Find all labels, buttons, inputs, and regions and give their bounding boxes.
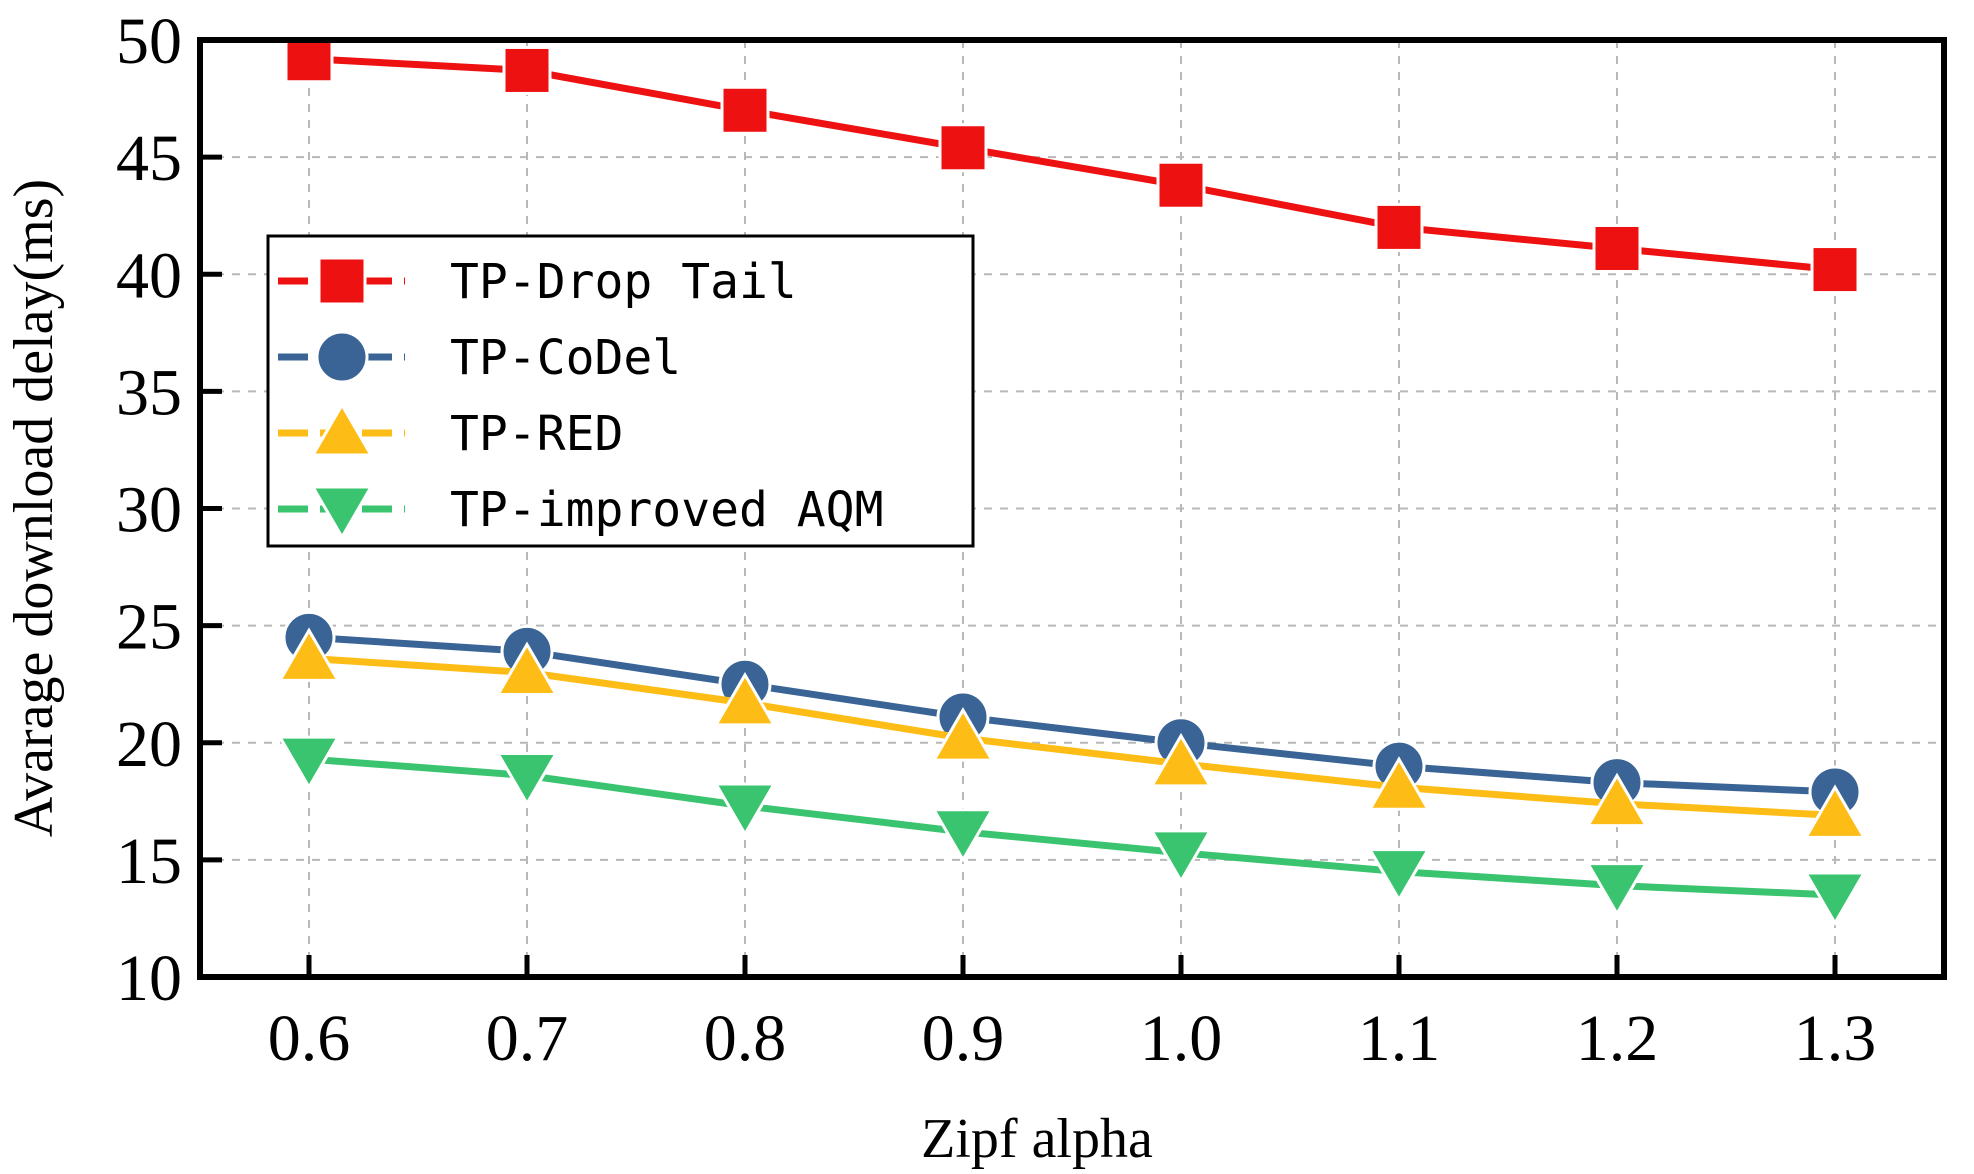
data-point-tp-improved-aqm-0-9: [931, 808, 995, 863]
y-tick-label-25: 25: [116, 591, 182, 664]
legend-entries: TP-Drop Tail TP-CoDel TP-RED TP-improved AQ…: [278, 254, 883, 540]
legend-entry-tp-codel: TP-CoDel: [278, 330, 681, 386]
y-tick-label-40: 40: [116, 239, 182, 312]
x-tick-label-0-8: 0.8: [704, 1002, 787, 1075]
legend-label-tp-improved-aqm: TP-improved AQM: [450, 482, 883, 538]
series-line-tp-codel: [308, 633, 1836, 796]
legend-marker-tp-codel: [315, 330, 369, 384]
x-tick-label-0-9: 0.9: [922, 1002, 1005, 1075]
data-point-tp-red-0-7: [495, 641, 559, 696]
legend: TP-Drop Tail TP-CoDel TP-RED TP-improved AQ…: [266, 234, 975, 548]
data-point-tp-red-1-2: [1585, 772, 1649, 828]
data-point-tp-improved-aqm-1-1: [1367, 848, 1431, 903]
legend-entry-tp-drop-tail: TP-Drop Tail: [278, 254, 797, 310]
x-tick-label-0-7: 0.7: [486, 1002, 569, 1075]
legend-label-tp-drop-tail: TP-Drop Tail: [450, 254, 797, 310]
plot-frame: [197, 37, 1947, 980]
tick-label-layer: 10 15 20 25 30 35 40 45 50 0.6 0.7 0.8 0.9 1.0 1.1 1.2 1…: [116, 5, 1876, 1075]
series-tp-improved-aqm: [277, 735, 1867, 927]
ticks-layer: [200, 37, 1838, 980]
data-point-tp-drop-tail-1-1: [1374, 202, 1424, 252]
y-tick-label-50: 50: [116, 5, 182, 78]
data-point-tp-improved-aqm-0-6: [277, 735, 341, 791]
x-tick-label-1-1: 1.1: [1358, 1002, 1441, 1075]
x-tick-label-1-2: 1.2: [1576, 1002, 1659, 1075]
legend-entry-tp-improved-aqm: TP-improved AQM: [278, 482, 883, 540]
data-point-tp-improved-aqm-1-3: [1803, 871, 1867, 927]
x-axis-title: Zipf alpha: [921, 1108, 1153, 1170]
series-line-tp-improved-aqm: [308, 755, 1836, 899]
data-point-tp-improved-aqm-0-7: [495, 752, 559, 807]
legend-marker-tp-improved-aqm: [310, 485, 374, 540]
legend-box: [266, 234, 975, 548]
series-tp-red: [277, 627, 1867, 839]
y-tick-label-15: 15: [116, 825, 182, 898]
data-point-tp-drop-tail-1-3: [1810, 245, 1860, 295]
data-point-tp-red-1-3: [1803, 784, 1867, 839]
legend-marker-tp-drop-tail: [317, 256, 367, 306]
data-point-tp-improved-aqm-1-0: [1149, 829, 1213, 884]
x-tick-label-1-3: 1.3: [1794, 1002, 1877, 1075]
data-point-tp-red-1-0: [1149, 732, 1213, 788]
series-line-tp-drop-tail: [308, 55, 1836, 274]
x-tick-label-1-0: 1.0: [1140, 1002, 1223, 1075]
data-point-tp-improved-aqm-1-2: [1585, 862, 1649, 917]
series-layer: [277, 34, 1867, 927]
y-tick-label-35: 35: [116, 356, 182, 429]
data-point-tp-red-0-9: [931, 707, 995, 762]
legend-marker-tp-red: [310, 402, 374, 457]
y-tick-label-10: 10: [116, 942, 182, 1015]
data-point-tp-red-0-8: [713, 671, 777, 727]
data-point-tp-drop-tail-0-7: [502, 45, 552, 95]
data-point-tp-drop-tail-0-9: [938, 123, 988, 173]
data-point-tp-drop-tail-0-8: [720, 85, 770, 135]
data-point-tp-red-1-1: [1367, 756, 1431, 811]
data-point-tp-drop-tail-1-2: [1592, 223, 1642, 273]
data-point-tp-drop-tail-1-0: [1156, 160, 1206, 210]
legend-label-tp-red: TP-RED: [450, 406, 623, 462]
y-axis-title: Avarage download delay(ms): [3, 179, 65, 837]
x-tick-label-0-6: 0.6: [268, 1002, 351, 1075]
data-point-tp-drop-tail-0-6: [284, 34, 334, 84]
y-tick-label-20: 20: [116, 708, 182, 781]
data-point-tp-improved-aqm-0-8: [713, 782, 777, 837]
legend-label-tp-codel: TP-CoDel: [450, 330, 681, 386]
y-tick-label-45: 45: [116, 122, 182, 195]
legend-entry-tp-red: TP-RED: [278, 402, 623, 462]
data-point-tp-red-0-6: [277, 627, 341, 682]
series-line-tp-red: [308, 654, 1836, 819]
y-tick-label-30: 30: [116, 474, 182, 547]
series-tp-drop-tail: [284, 34, 1860, 295]
